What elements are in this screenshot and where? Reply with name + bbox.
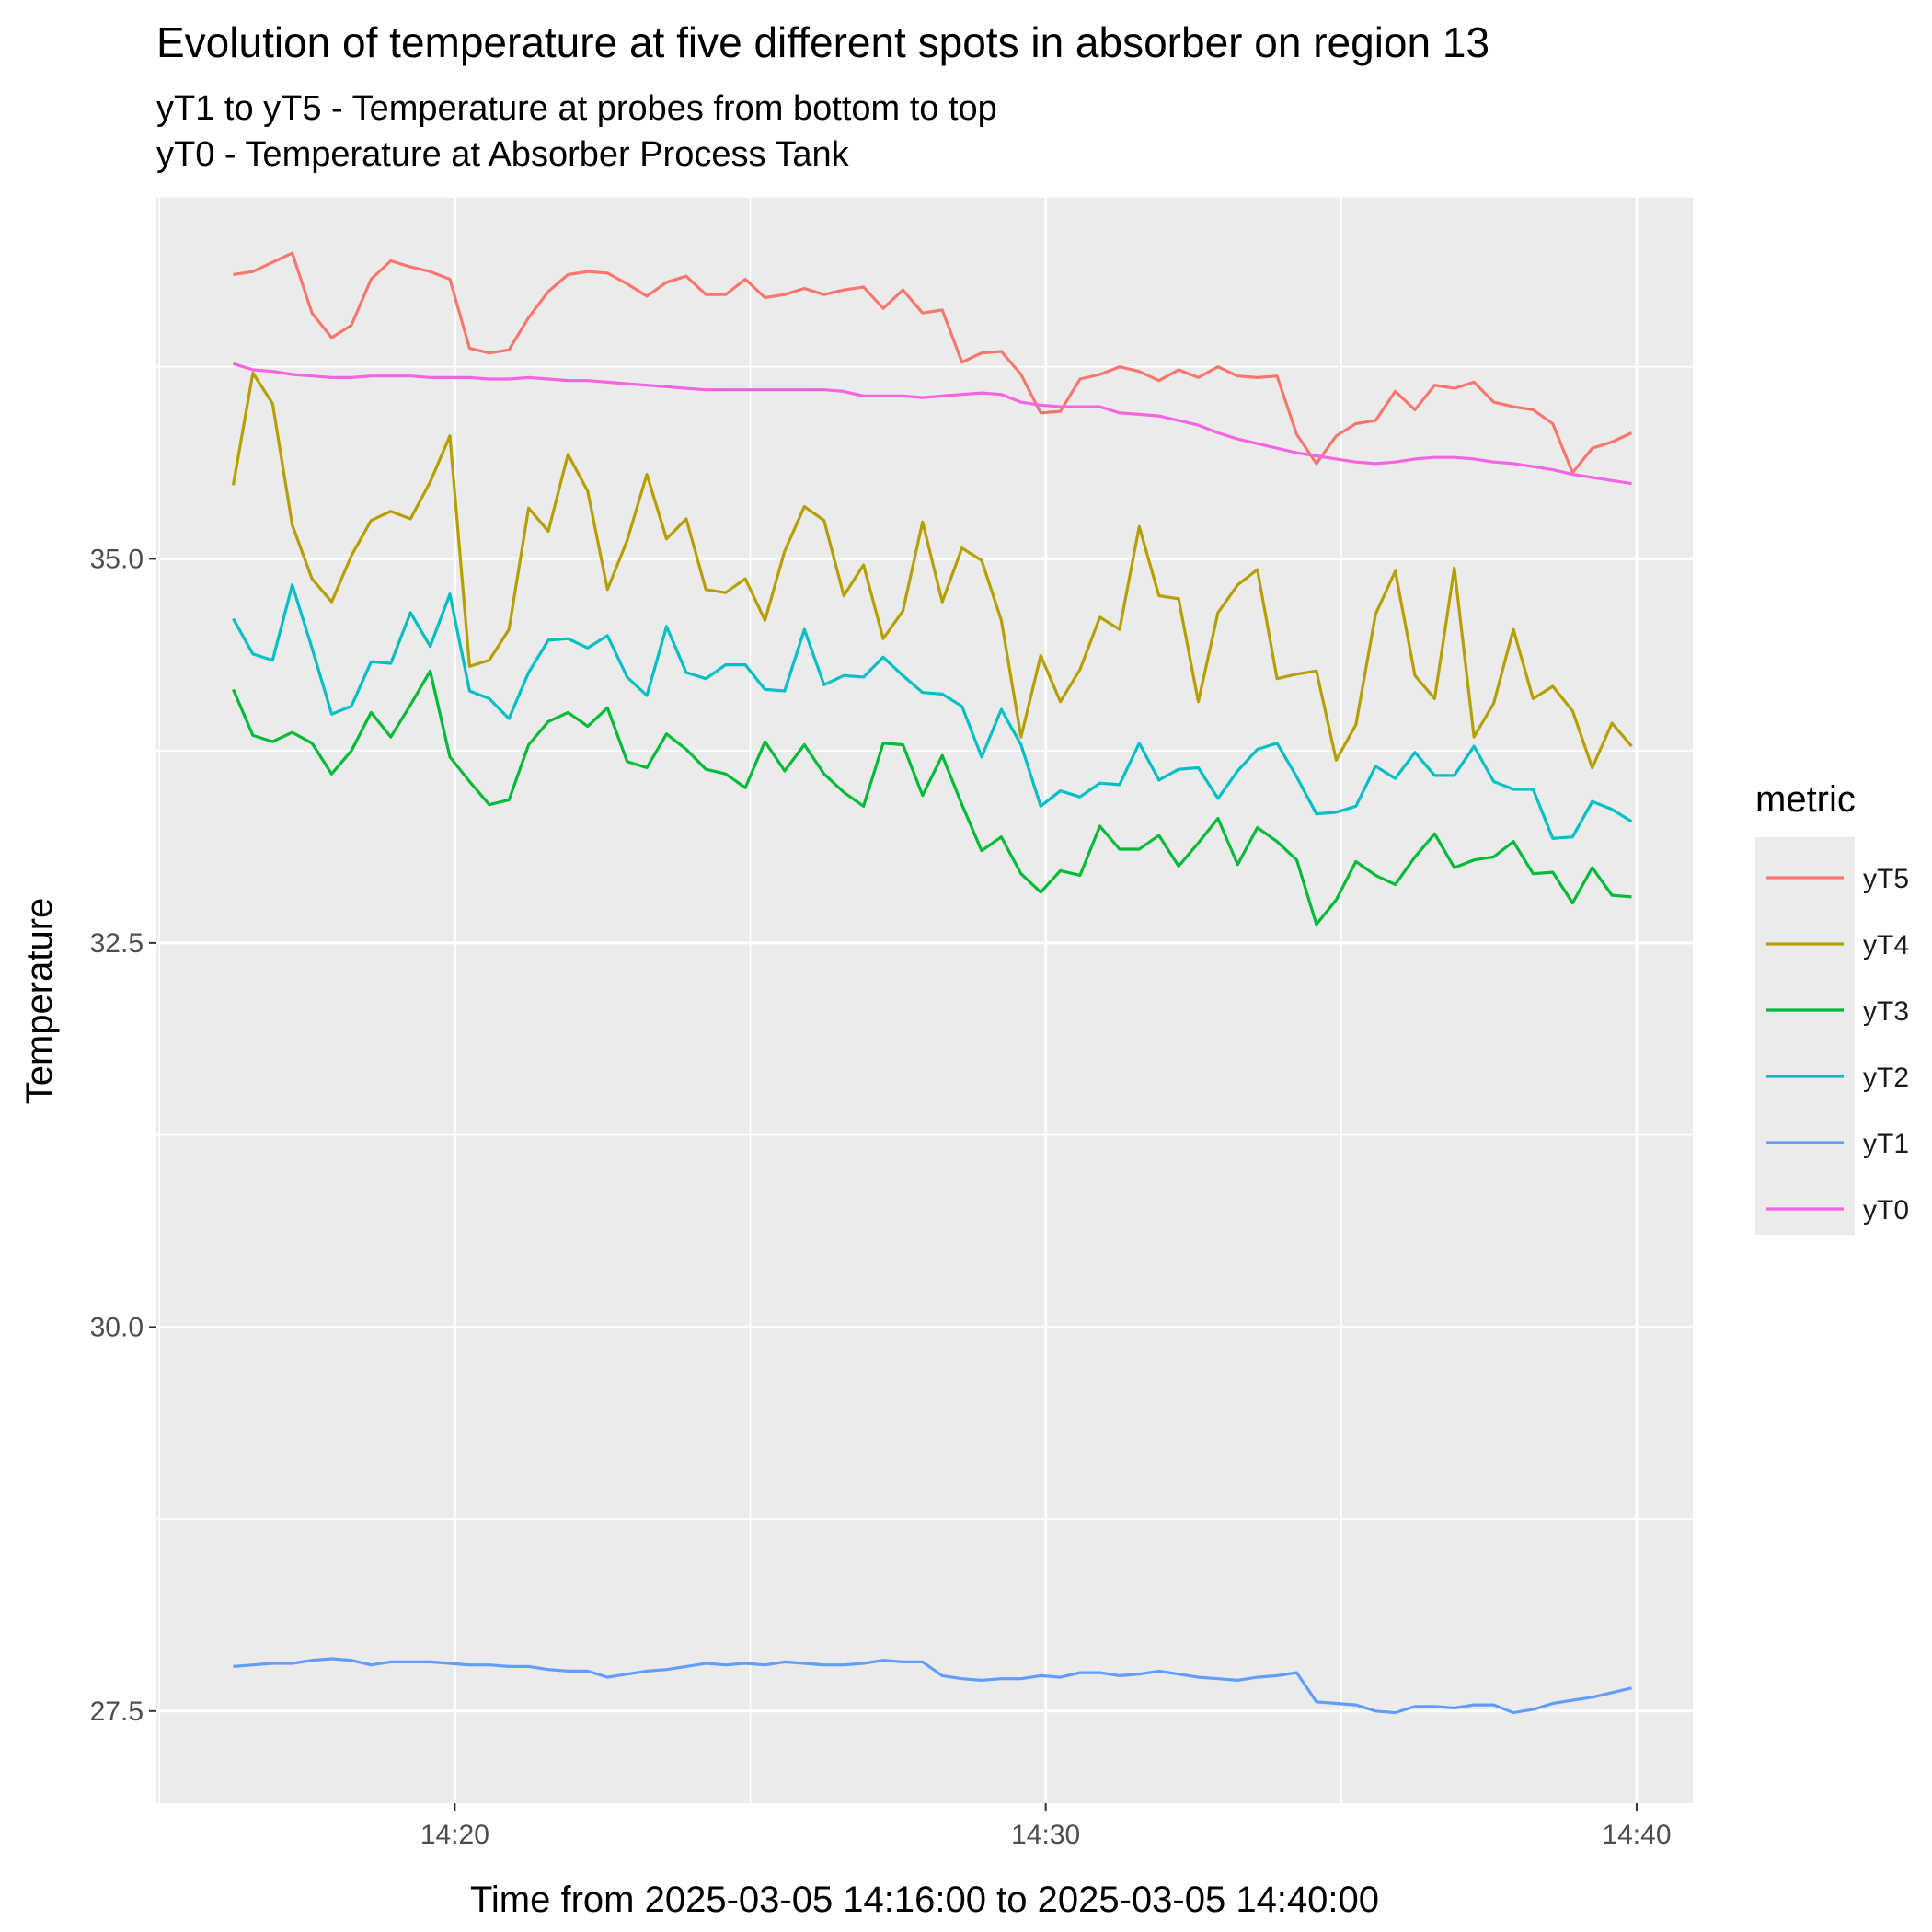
- legend: metric yT5 yT4 yT3 yT2 yT1 yT0: [1755, 779, 1909, 1235]
- legend-label-yT0: yT0: [1863, 1195, 1909, 1225]
- series-lines: [231, 251, 1633, 1715]
- legend-key-background: [1755, 837, 1855, 1235]
- x-tick-label: 14:30: [1011, 1820, 1080, 1850]
- legend-label-yT5: yT5: [1863, 864, 1909, 894]
- series-line-yT3: [232, 669, 1632, 926]
- legend-label-yT3: yT3: [1863, 996, 1909, 1027]
- legend-label-yT1: yT1: [1863, 1129, 1909, 1159]
- legend-title: metric: [1755, 779, 1856, 820]
- series-line-yT5: [233, 251, 1633, 475]
- y-tick-label: 32.5: [90, 928, 144, 959]
- x-tick-label: 14:40: [1602, 1820, 1671, 1850]
- y-tick-label: 35.0: [90, 544, 144, 574]
- x-tick-label: 14:20: [420, 1820, 489, 1850]
- chart-subtitle-line-1: yT1 to yT5 - Temperature at probes from …: [156, 89, 997, 128]
- plot-panel: [156, 198, 1693, 1803]
- y-tick-label: 27.5: [90, 1696, 144, 1727]
- series-line-yT4: [231, 371, 1633, 770]
- chart-subtitle-line-2: yT0 - Temperature at Absorber Process Ta…: [156, 135, 850, 174]
- chart-title: Evolution of temperature at five differe…: [156, 18, 1489, 66]
- y-tick-label: 30.0: [90, 1312, 144, 1342]
- legend-label-yT4: yT4: [1863, 930, 1909, 960]
- series-line-yT1: [233, 1657, 1632, 1715]
- axes: 27.5 30.0 32.5 35.0 14:20 14:30 14:40: [90, 544, 1672, 1850]
- grid-lines: [156, 198, 1693, 1803]
- series-line-yT0: [233, 362, 1632, 486]
- x-axis-title: Time from 2025-03-05 14:16:00 to 2025-03…: [470, 1880, 1379, 1920]
- y-axis-title: Temperature: [19, 898, 60, 1105]
- legend-items: yT5 yT4 yT3 yT2 yT1 yT0: [1766, 864, 1909, 1225]
- legend-label-yT2: yT2: [1863, 1063, 1909, 1093]
- series-line-yT2: [232, 583, 1633, 840]
